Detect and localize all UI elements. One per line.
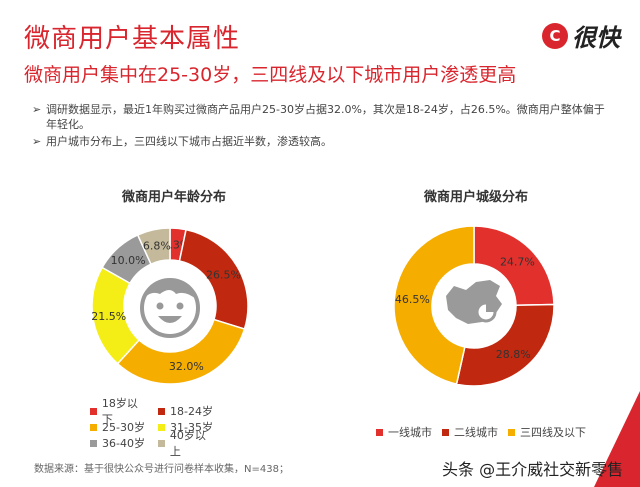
legend-item-0-4: 36-40岁	[90, 435, 148, 451]
data-label-0-2: 32.0%	[169, 360, 204, 373]
logo: C 很快	[542, 18, 620, 53]
legend-swatch	[158, 423, 165, 431]
page-title: 微商用户基本属性	[24, 24, 241, 54]
legend-label: 18-24岁	[170, 405, 213, 418]
logo-mark-icon: C	[542, 22, 568, 49]
bullet-list: ➢ 调研数据显示，最近1年购买过微商产品用户25-30岁占据32.0%，其次是1…	[32, 102, 612, 151]
bullet-item: ➢ 调研数据显示，最近1年购买过微商产品用户25-30岁占据32.0%，其次是1…	[32, 102, 612, 132]
watermark: 头条 @王介威社交新零售	[442, 460, 624, 479]
pie-slice-1-1	[455, 303, 555, 387]
age-chart-title: 微商用户年龄分布	[122, 190, 227, 205]
bullet-item: ➢ 用户城市分布上，三四线以下城市占据近半数，渗透较高。	[32, 134, 612, 149]
city-legend: 一线城市 二线城市 三四线及以下	[376, 424, 616, 440]
legend-item-0-0: 18岁以下	[90, 397, 148, 426]
data-label-1-1: 28.8%	[496, 348, 531, 361]
data-label-1-2: 46.5%	[395, 293, 430, 306]
data-label-0-3: 21.5%	[91, 310, 126, 323]
legend-label: 一线城市	[388, 426, 432, 439]
legend-label: 二线城市	[454, 426, 498, 439]
city-chart-title: 微商用户城级分布	[424, 190, 529, 205]
legend-item-0-5: 40岁以上	[158, 429, 216, 458]
legend-item-1-2: 三四线及以下	[508, 424, 586, 440]
legend-swatch	[90, 423, 97, 431]
pie-slice-0-2	[116, 318, 246, 385]
legend-swatch	[508, 428, 515, 436]
age-legend: 18岁以下 18-24岁 25-30岁 31-35岁 36-40岁 40岁以上	[90, 397, 290, 458]
legend-swatch	[442, 428, 449, 436]
china-map-icon	[433, 265, 515, 347]
legend-item-1-0: 一线城市	[376, 424, 432, 440]
legend-label: 25-30岁	[102, 421, 145, 434]
corner-decoration	[594, 391, 640, 487]
pie-slice-0-5	[136, 227, 171, 266]
smiley-face-icon	[126, 262, 214, 350]
legend-label: 31-35岁	[170, 421, 213, 434]
legend-swatch	[90, 439, 97, 447]
legend-item-0-3: 31-35岁	[158, 419, 216, 435]
data-label-0-4: 10.0%	[111, 254, 146, 267]
logo-text: 很快	[572, 24, 620, 52]
source-note: 数据来源：基于很快公众号进行问卷样本收集，N=438；	[34, 464, 289, 475]
legend-swatch	[158, 407, 165, 415]
legend-item-0-2: 25-30岁	[90, 419, 148, 435]
legend-swatch	[376, 428, 383, 436]
data-label-0-1: 26.5%	[206, 269, 241, 282]
data-label-1-0: 24.7%	[500, 256, 535, 269]
legend-label: 36-40岁	[102, 437, 145, 450]
data-label-0-5: 6.8%	[143, 239, 171, 252]
legend-item-1-1: 二线城市	[442, 424, 498, 440]
legend-label: 三四线及以下	[520, 426, 586, 439]
legend-swatch	[90, 407, 97, 415]
arrow-icon: ➢	[32, 135, 42, 148]
legend-item-0-1: 18-24岁	[158, 403, 216, 419]
legend-swatch	[158, 439, 165, 447]
pie-slice-1-2	[393, 225, 475, 385]
bullet-text: 用户城市分布上，三四线以下城市占据近半数，渗透较高。	[46, 135, 332, 148]
legend-label: 40岁以上	[169, 429, 206, 458]
arrow-icon: ➢	[32, 103, 42, 116]
bullet-text: 调研数据显示，最近1年购买过微商产品用户25-30岁占据32.0%，其次是18-…	[46, 103, 605, 131]
page-subtitle: 微商用户集中在25-30岁，三四线及以下城市用户渗透更高	[24, 64, 517, 86]
